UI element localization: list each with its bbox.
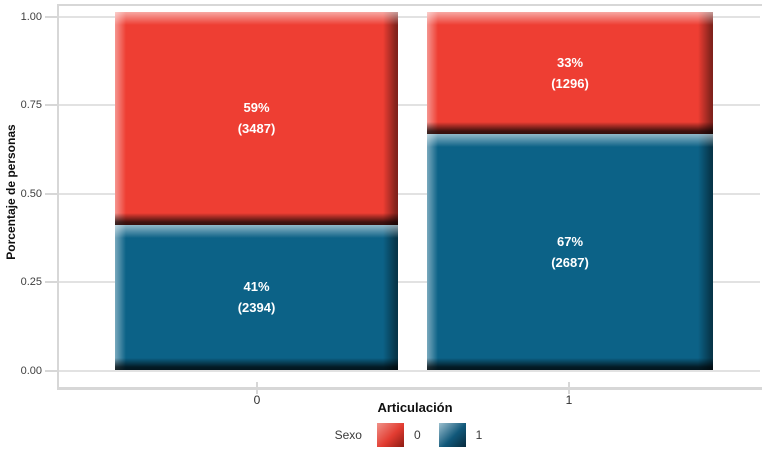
gridline-1.00 bbox=[59, 16, 760, 18]
y-tick-0.00 bbox=[45, 370, 58, 372]
y-tick-label-0.00: 0.00 bbox=[20, 365, 42, 377]
y-tick-label-1.00: 1.00 bbox=[20, 11, 42, 23]
bar1-segment-sexo0: 33% (1296) bbox=[427, 12, 713, 134]
bar1-segment-sexo1: 67% (2687) bbox=[427, 134, 713, 370]
gridline-0.75 bbox=[59, 104, 760, 106]
bar1-sexo0-count-label: (1296) bbox=[551, 75, 589, 91]
bar0-segment-sexo1: 41% (2394) bbox=[115, 225, 398, 370]
gridline-0.25 bbox=[59, 281, 760, 283]
legend: Sexo 0 1 bbox=[57, 421, 760, 449]
x-axis-title: Articulación bbox=[377, 400, 453, 415]
y-tick-label-0.50: 0.50 bbox=[20, 188, 42, 200]
x-tick-1 bbox=[568, 382, 570, 394]
y-tick-1.00 bbox=[45, 16, 58, 18]
bar1-sexo0-percent-label: 33% bbox=[556, 54, 584, 70]
y-tick-0.50 bbox=[45, 193, 58, 195]
bar0-sexo0-count-label: (3487) bbox=[237, 121, 276, 136]
x-tick-0 bbox=[256, 382, 258, 394]
y-tick-label-0.25: 0.25 bbox=[20, 276, 42, 288]
legend-swatch-blue bbox=[438, 423, 466, 447]
legend-label-1: 1 bbox=[475, 428, 483, 442]
y-tick-label-0.75: 0.75 bbox=[20, 99, 42, 111]
legend-label-0: 0 bbox=[413, 428, 421, 442]
legend-swatch-red bbox=[376, 423, 404, 447]
bar0-segment-sexo0: 59% (3487) bbox=[115, 12, 398, 225]
bar0-sexo1-count-label: (2394) bbox=[237, 300, 276, 315]
bar0-sexo1-percent-label: 41% bbox=[243, 279, 270, 294]
legend-title: Sexo bbox=[334, 428, 362, 442]
plot-frame-top bbox=[57, 4, 762, 6]
gridline-0.00 bbox=[59, 370, 760, 372]
y-tick-0.75 bbox=[45, 104, 58, 106]
plot-frame-left bbox=[57, 4, 59, 389]
plot-frame-bottom bbox=[57, 387, 762, 390]
bar1-sexo1-percent-label: 67% bbox=[556, 233, 584, 249]
x-tick-label-0: 0 bbox=[253, 393, 261, 407]
x-tick-label-1: 1 bbox=[565, 393, 573, 407]
gridline-0.50 bbox=[59, 193, 760, 195]
y-axis-title: Porcentaje de personas bbox=[4, 124, 18, 260]
y-tick-0.25 bbox=[45, 281, 58, 283]
bar1-sexo1-count-label: (2687) bbox=[551, 254, 589, 270]
bar0-sexo0-percent-label: 59% bbox=[243, 100, 270, 115]
